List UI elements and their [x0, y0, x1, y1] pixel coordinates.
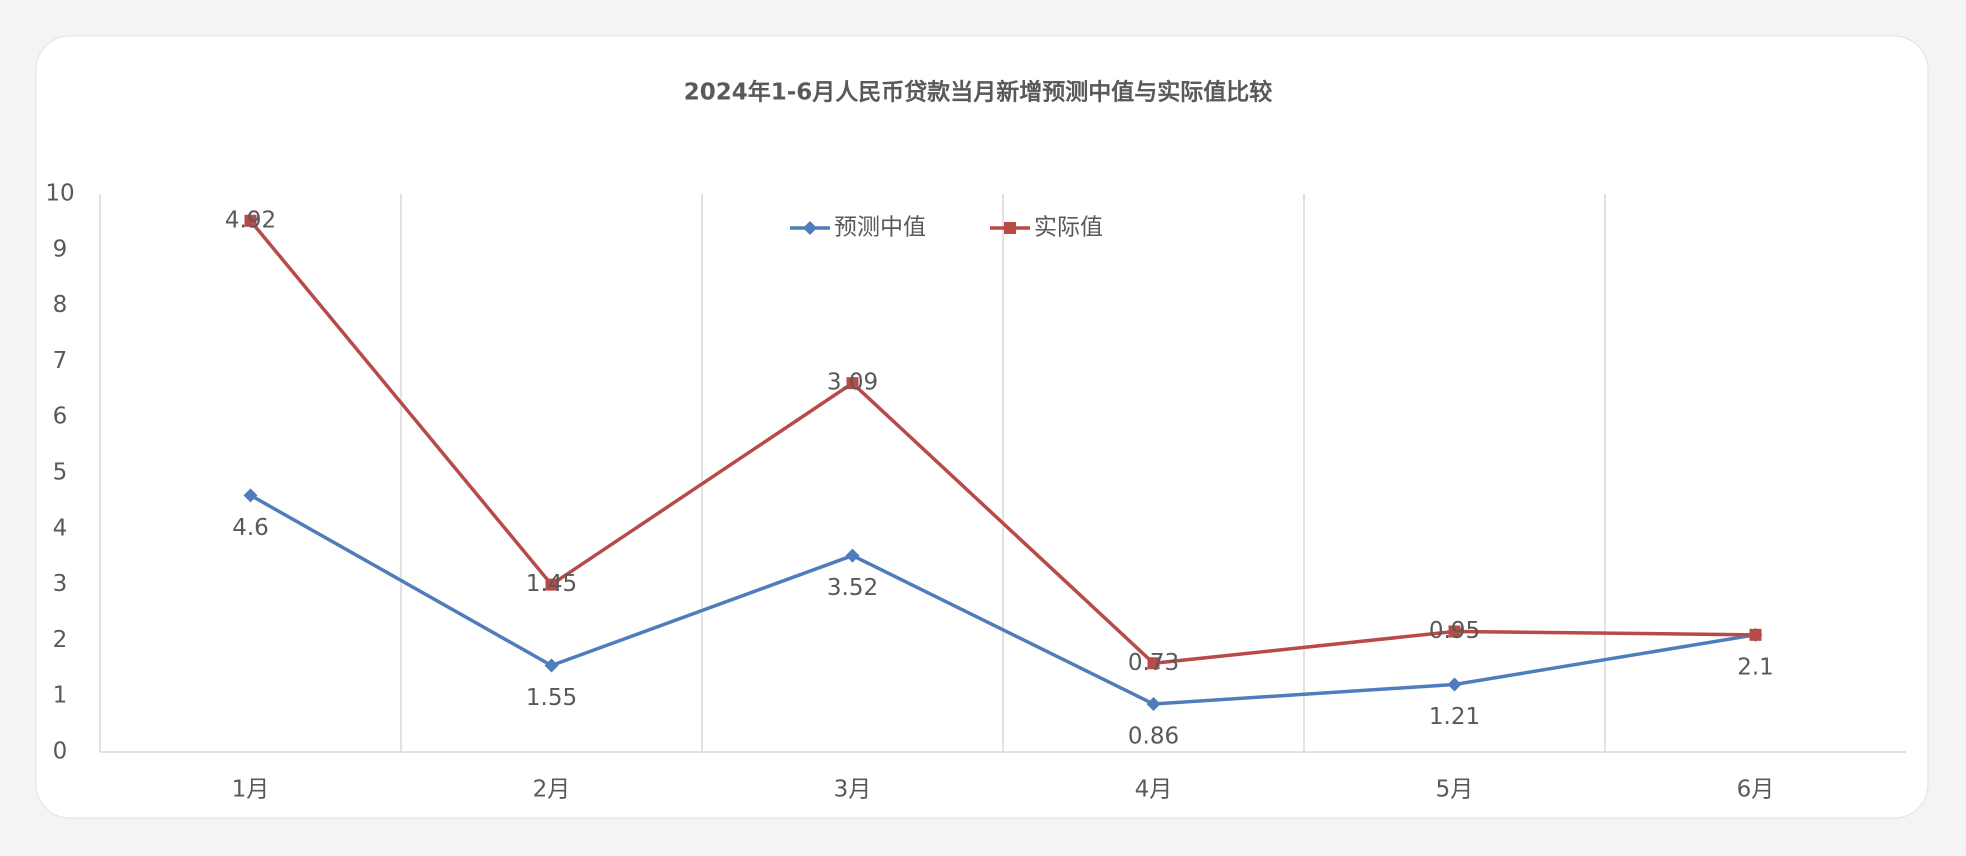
x-tick-label: 6月	[1737, 777, 1775, 803]
data-label: 2.1	[1737, 654, 1774, 680]
data-label: 1.21	[1429, 704, 1480, 730]
data-label: 1.55	[526, 685, 577, 711]
legend-marker	[803, 221, 817, 235]
marker	[1147, 657, 1160, 670]
x-tick-label: 2月	[533, 777, 571, 803]
marker	[1146, 697, 1161, 712]
data-label: 0.95	[1429, 618, 1480, 644]
card	[35, 35, 1929, 819]
y-tick-label: 1	[53, 683, 68, 709]
marker	[845, 548, 860, 563]
data-label: 3.52	[827, 575, 878, 601]
y-tick-label: 5	[53, 460, 68, 486]
legend-label: 预测中值	[834, 215, 926, 241]
data-label: 0.86	[1128, 724, 1179, 750]
marker	[1448, 625, 1461, 638]
data-label: 0.73	[1128, 650, 1179, 676]
legend-label: 实际值	[1034, 215, 1103, 241]
marker	[846, 377, 859, 390]
x-tick-label: 1月	[232, 777, 270, 803]
y-tick-label: 3	[53, 571, 68, 597]
data-label: 4.92	[225, 207, 276, 233]
legend-marker	[1004, 222, 1016, 234]
x-tick-label: 3月	[834, 777, 872, 803]
data-label: 3.09	[827, 370, 878, 396]
marker	[1447, 677, 1462, 692]
marker	[545, 578, 558, 591]
x-tick-label: 4月	[1135, 777, 1173, 803]
y-tick-label: 4	[53, 515, 68, 541]
chart-title: 2024年1-6月人民币贷款当月新增预测中值与实际值比较	[684, 79, 1273, 106]
marker	[243, 488, 258, 503]
y-tick-label: 7	[53, 348, 68, 374]
y-tick-label: 0	[53, 739, 68, 765]
y-tick-label: 2	[53, 627, 68, 653]
y-tick-label: 6	[53, 404, 68, 430]
series-line	[249, 493, 1756, 706]
y-tick-label: 10	[45, 181, 74, 207]
series-line	[249, 219, 1756, 666]
marker	[544, 658, 559, 673]
marker	[244, 214, 257, 227]
data-label: 1.45	[526, 571, 577, 597]
marker	[1749, 628, 1762, 641]
y-tick-label: 9	[53, 236, 68, 262]
x-tick-label: 5月	[1436, 777, 1474, 803]
y-tick-label: 8	[53, 292, 68, 318]
data-label: 4.6	[232, 515, 269, 541]
